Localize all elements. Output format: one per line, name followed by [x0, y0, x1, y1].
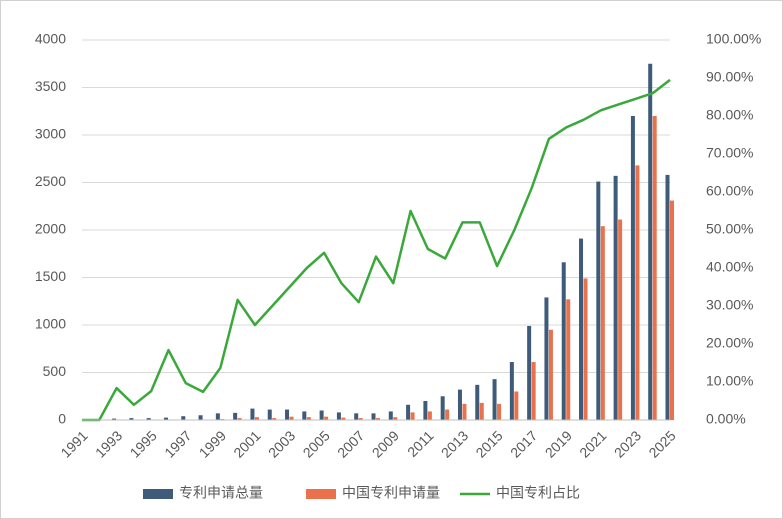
bar — [306, 417, 311, 420]
bar — [475, 384, 480, 420]
bar — [146, 418, 151, 420]
legend-swatch — [306, 489, 336, 499]
bar — [388, 411, 393, 420]
y2-tick-label: 90.00% — [706, 69, 753, 85]
bar — [440, 396, 445, 420]
bar — [112, 418, 117, 420]
y2-tick-label: 70.00% — [706, 145, 753, 161]
bar — [181, 416, 186, 420]
bar — [613, 175, 618, 420]
legend-label: 专利申请总量 — [179, 485, 263, 501]
y2-tick-label: 100.00% — [706, 31, 761, 47]
bar — [163, 417, 168, 420]
bar — [548, 329, 553, 420]
legend-label: 中国专利占比 — [496, 485, 580, 501]
bar — [393, 417, 398, 420]
bar — [561, 262, 566, 420]
y-tick-label: 2000 — [35, 221, 66, 237]
bar — [462, 403, 467, 420]
bar — [237, 418, 242, 420]
bar — [566, 299, 571, 420]
bar — [341, 417, 346, 420]
y-tick-label: 3500 — [35, 78, 66, 94]
line-series — [82, 78, 671, 422]
bar — [600, 226, 605, 420]
bar — [583, 278, 588, 420]
y-tick-label: 500 — [43, 363, 67, 379]
bar — [410, 412, 415, 420]
y2-tick-label: 60.00% — [706, 183, 753, 199]
bar — [198, 415, 203, 420]
y-tick-label: 2500 — [35, 173, 66, 189]
y2-tick-label: 30.00% — [706, 297, 753, 313]
bar — [670, 200, 674, 420]
bar — [531, 362, 536, 420]
bar — [250, 408, 255, 420]
bar — [445, 409, 450, 420]
bar — [423, 401, 428, 420]
bar — [665, 174, 670, 420]
bar — [324, 416, 329, 420]
bar — [272, 418, 277, 420]
bar — [371, 413, 376, 420]
bar — [406, 404, 411, 420]
bar — [457, 389, 462, 420]
bar — [354, 413, 359, 420]
bar — [652, 116, 657, 420]
bar — [492, 379, 497, 420]
y2-tick-label: 50.00% — [706, 221, 753, 237]
bar — [233, 412, 238, 420]
bar — [635, 165, 640, 420]
bar — [509, 362, 514, 420]
bar — [254, 417, 259, 420]
bar — [129, 418, 134, 420]
y2-tick-label: 80.00% — [706, 107, 753, 123]
bar — [497, 403, 502, 420]
bar — [427, 411, 432, 420]
y2-tick-label: 40.00% — [706, 259, 753, 275]
bar — [376, 418, 380, 420]
legend-swatch — [143, 489, 173, 499]
y2-tick-label: 20.00% — [706, 335, 753, 351]
y-tick-label: 1500 — [35, 268, 66, 284]
bar — [302, 411, 307, 420]
y-tick-label: 0 — [58, 411, 66, 427]
y-tick-label: 4000 — [35, 31, 66, 47]
bar — [358, 418, 363, 420]
bar — [479, 402, 484, 420]
bar — [215, 413, 220, 420]
bar — [285, 409, 290, 420]
y-tick-label: 1000 — [35, 316, 66, 332]
legend-label: 中国专利申请量 — [342, 485, 440, 501]
bar — [319, 410, 324, 420]
bar — [514, 391, 519, 420]
y2-tick-label: 10.00% — [706, 373, 753, 389]
bar — [544, 297, 549, 420]
bar — [630, 116, 635, 420]
bar — [527, 325, 532, 420]
y2-tick-label: 0.00% — [706, 411, 746, 427]
bar — [618, 219, 623, 420]
bar — [579, 238, 584, 420]
bar — [267, 409, 272, 420]
bar — [289, 416, 294, 420]
y-tick-label: 3000 — [35, 126, 66, 142]
bar — [596, 181, 601, 420]
bar — [648, 63, 653, 420]
bar — [336, 412, 341, 420]
